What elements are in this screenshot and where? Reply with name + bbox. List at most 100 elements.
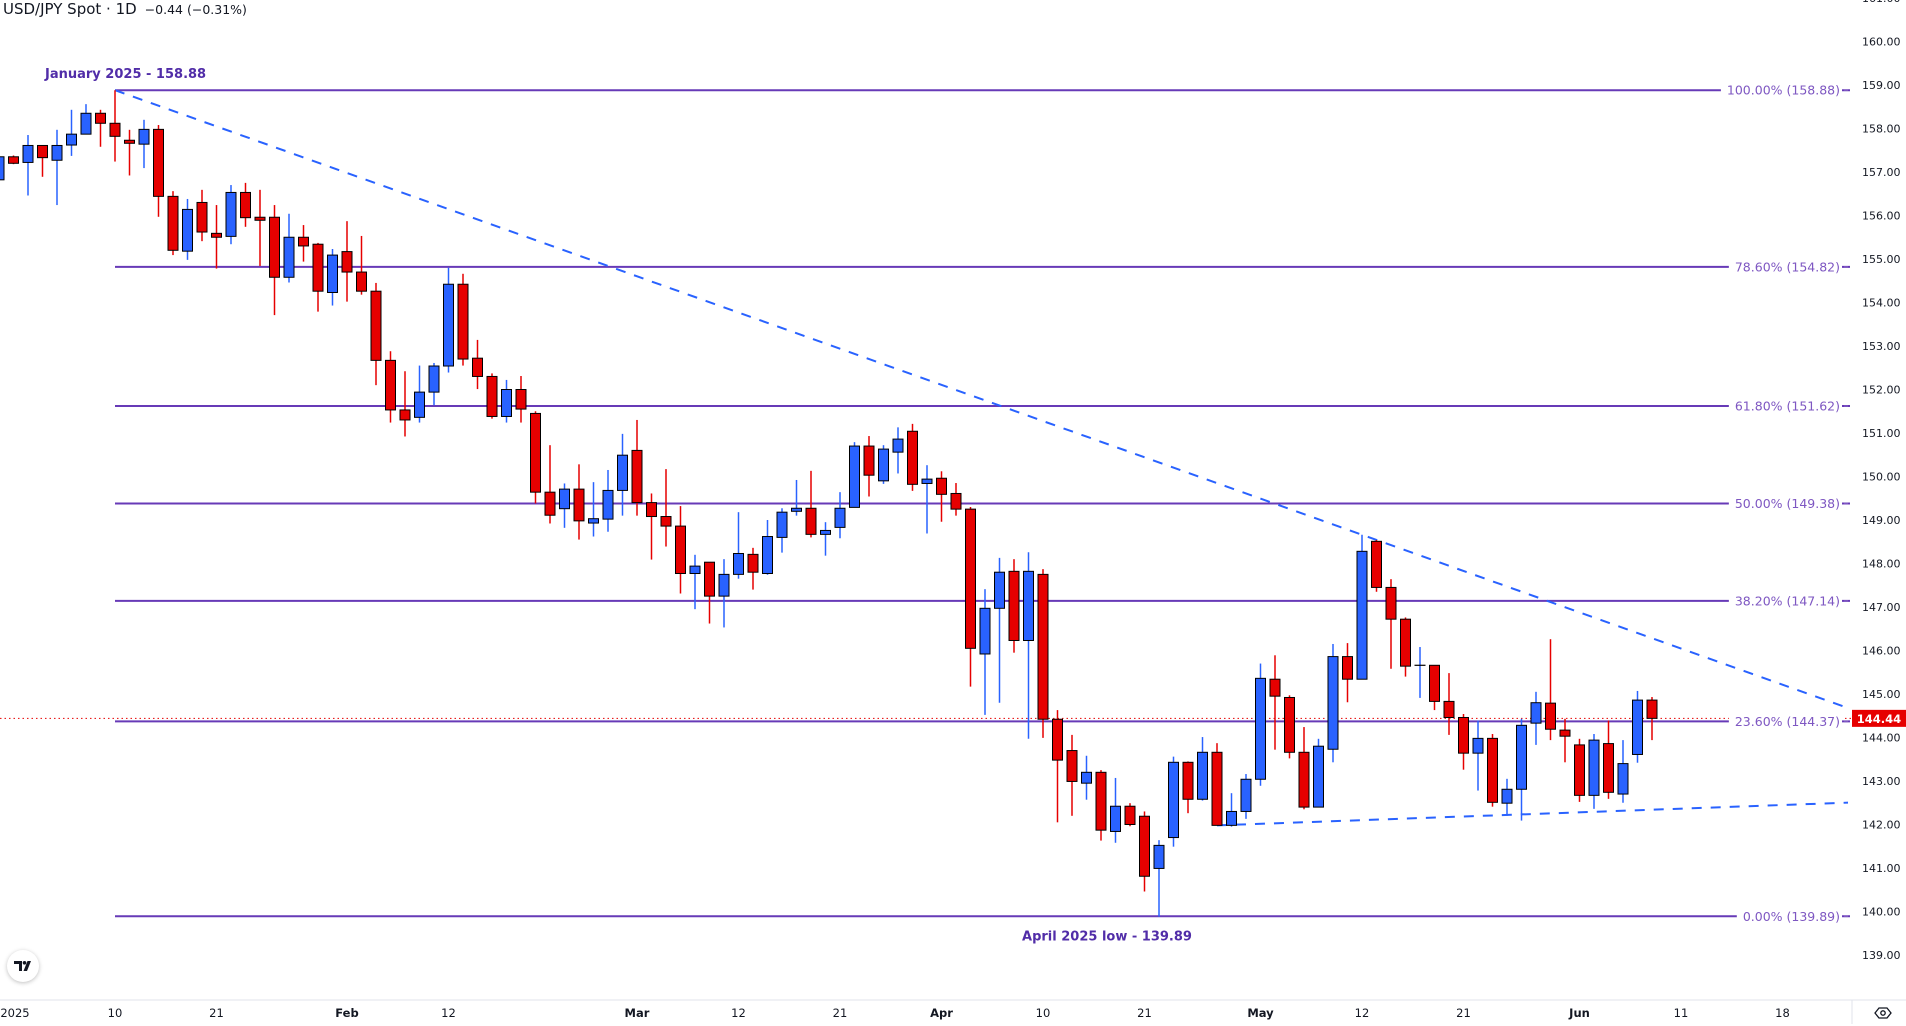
candle[interactable] — [617, 433, 628, 516]
candle[interactable] — [486, 373, 498, 419]
candle[interactable] — [573, 464, 585, 540]
time-axis[interactable]: 2025 10 21 Feb 12 Mar 12 21 Apr 10 21 May 12 21 Jun 11 1… — [0, 999, 1906, 1024]
candle[interactable] — [907, 423, 918, 491]
candle[interactable] — [0, 155, 5, 190]
candle[interactable] — [356, 235, 367, 295]
candle[interactable] — [1588, 734, 1600, 809]
candle[interactable] — [1646, 697, 1658, 741]
candle[interactable] — [776, 508, 788, 553]
candle[interactable] — [1240, 774, 1252, 819]
candle[interactable] — [327, 248, 338, 306]
price-axis[interactable]: 139.00 140.00 141.00 142.00 143.00 144.00 145.… — [1852, 0, 1906, 962]
candle[interactable] — [1400, 617, 1411, 677]
candle[interactable] — [646, 493, 657, 560]
candle[interactable] — [1168, 756, 1179, 847]
candle[interactable] — [849, 442, 860, 508]
candle[interactable] — [196, 189, 208, 242]
candle[interactable] — [1066, 734, 1078, 816]
candle[interactable] — [1110, 777, 1121, 843]
candle[interactable] — [747, 547, 759, 590]
candle[interactable] — [472, 339, 483, 390]
candle[interactable] — [994, 557, 1005, 703]
candle[interactable] — [283, 213, 295, 283]
candle[interactable] — [544, 445, 556, 524]
candle[interactable] — [1095, 770, 1107, 841]
candle[interactable] — [559, 483, 570, 528]
trendline-upper[interactable] — [114, 89, 1849, 709]
candle[interactable] — [675, 506, 686, 594]
candle[interactable] — [1574, 738, 1585, 802]
candle[interactable] — [1414, 647, 1426, 698]
candle[interactable] — [167, 191, 179, 256]
candle[interactable] — [341, 221, 353, 302]
candle[interactable] — [501, 379, 512, 423]
eye-settings-icon[interactable] — [1874, 1004, 1892, 1022]
candle[interactable] — [1443, 673, 1455, 735]
candle[interactable] — [370, 282, 382, 386]
candle[interactable] — [95, 109, 106, 147]
candle[interactable] — [109, 90, 121, 162]
candle[interactable] — [153, 125, 164, 217]
candle[interactable] — [718, 559, 730, 628]
candle[interactable] — [138, 119, 150, 169]
candle[interactable] — [1603, 720, 1614, 799]
candle[interactable] — [834, 492, 846, 539]
candle[interactable] — [1211, 743, 1223, 826]
candle[interactable] — [689, 554, 701, 610]
candle[interactable] — [791, 479, 802, 516]
candle[interactable] — [820, 522, 831, 556]
candle[interactable] — [414, 365, 425, 423]
candle[interactable] — [1284, 695, 1295, 759]
candle[interactable] — [1139, 811, 1150, 892]
candle[interactable] — [225, 185, 237, 245]
candle[interactable] — [254, 189, 266, 266]
candle[interactable] — [1516, 718, 1527, 821]
candle[interactable] — [80, 104, 92, 135]
candle[interactable] — [1298, 727, 1310, 810]
candle[interactable] — [1458, 714, 1469, 770]
tradingview-logo[interactable] — [7, 950, 39, 982]
candle[interactable] — [1327, 643, 1339, 763]
candle[interactable] — [1081, 755, 1092, 800]
candle[interactable] — [1371, 540, 1382, 592]
candle[interactable] — [588, 482, 599, 537]
candle[interactable] — [269, 205, 280, 316]
candle[interactable] — [428, 362, 440, 406]
candle[interactable] — [1632, 690, 1643, 763]
candle[interactable] — [921, 465, 933, 534]
candle[interactable] — [1545, 639, 1556, 741]
candle[interactable] — [1313, 738, 1324, 808]
candle[interactable] — [37, 144, 48, 177]
candle[interactable] — [1385, 579, 1397, 669]
candle[interactable] — [979, 589, 991, 715]
candle[interactable] — [660, 469, 672, 547]
candle[interactable] — [530, 411, 541, 504]
candle[interactable] — [22, 135, 34, 196]
candle[interactable] — [182, 198, 193, 260]
candle[interactable] — [240, 182, 251, 227]
candle[interactable] — [298, 225, 309, 262]
candle[interactable] — [312, 242, 324, 312]
candle[interactable] — [1487, 734, 1498, 807]
candle[interactable] — [762, 520, 773, 575]
candle[interactable] — [457, 273, 469, 366]
candle[interactable] — [733, 512, 744, 579]
candle[interactable] — [878, 445, 889, 484]
candle[interactable] — [965, 506, 976, 687]
candle[interactable] — [1052, 710, 1063, 823]
candle[interactable] — [1559, 718, 1571, 763]
candle[interactable] — [863, 436, 875, 497]
candle[interactable] — [1124, 803, 1136, 827]
candle[interactable] — [1356, 534, 1368, 680]
candle[interactable] — [1269, 655, 1281, 750]
candle[interactable] — [805, 470, 817, 538]
candle[interactable] — [66, 109, 77, 156]
candle[interactable] — [385, 351, 396, 423]
candle[interactable] — [124, 129, 135, 176]
candle[interactable] — [1530, 691, 1542, 745]
candle[interactable] — [936, 471, 947, 522]
candle[interactable] — [704, 561, 715, 624]
symbol-title[interactable]: USD/JPY Spot · 1D — [3, 0, 137, 18]
candle[interactable] — [1182, 761, 1194, 814]
